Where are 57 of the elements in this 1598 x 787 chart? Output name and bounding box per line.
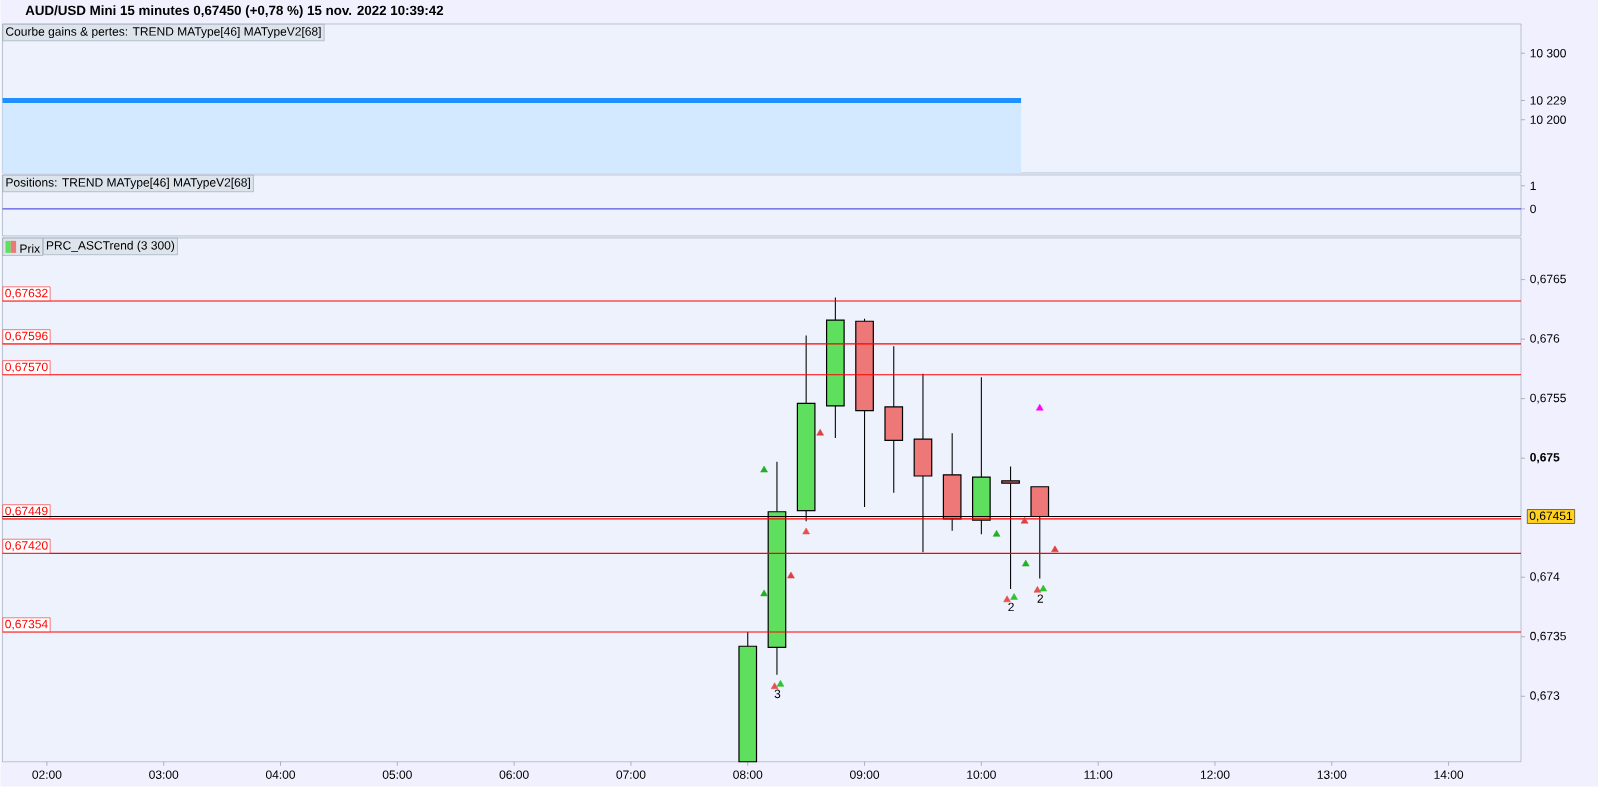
point (816, 429, 824, 436)
point (1051, 545, 1059, 553)
y-tick-label: 10 200 (1530, 115, 1566, 125)
ref-line-label: 0,67420 (5, 541, 48, 552)
ref-line-label: 0,67632 (5, 288, 48, 299)
ref-line-label: 0,67354 (5, 619, 48, 630)
y-tick-label: 1 (1530, 181, 1536, 191)
y-tick-label: 0,6755 (1530, 393, 1566, 404)
point (770, 682, 779, 690)
x-tick-label: 04:00 (265, 770, 296, 780)
point (1003, 595, 1011, 603)
chart-title: Positions: TREND MAType[46] MATypeV2[68] (6, 177, 250, 190)
x-tick-label: 14:00 (1434, 770, 1464, 780)
x-tick-label: 12:00 (1200, 770, 1230, 780)
y-tick-label: 0,673 (1530, 691, 1560, 702)
annotation: 3 (774, 689, 781, 699)
x-tick-label: 13:00 (1317, 770, 1347, 780)
annotation: 2 (1037, 594, 1043, 603)
annotation: 2 (1008, 602, 1014, 612)
ref-line-label: 0,67449 (5, 506, 48, 517)
point (760, 465, 768, 473)
y-tick-label: 10 229 (1530, 96, 1566, 105)
candlestick (884, 345, 904, 494)
point (992, 530, 1001, 537)
legend-label: Prix (20, 244, 40, 253)
point (1022, 559, 1030, 567)
y-tick-label: 0,674 (1530, 572, 1560, 583)
point (1036, 404, 1044, 411)
point (802, 527, 810, 535)
point (1010, 593, 1018, 600)
x-tick-label: 09:00 (850, 770, 880, 780)
x-tick-label: 07:00 (616, 770, 646, 780)
y-tick-label: 0 (1530, 204, 1536, 214)
point (787, 571, 795, 579)
y-tick-label: 10 300 (1530, 49, 1566, 58)
ref-line-label: 0,67596 (5, 331, 48, 342)
point (760, 589, 768, 597)
x-tick-label: 08:00 (733, 770, 763, 780)
y-tick-label: 0,675 (1530, 453, 1560, 464)
y-tick-label: 0,6735 (1530, 631, 1566, 642)
x-tick-label: 10:00 (967, 770, 996, 780)
point (776, 680, 785, 687)
point (1039, 584, 1048, 592)
x-tick-label: 03:00 (149, 770, 179, 780)
annotation: PRC_ASCTrend (3 300) (46, 240, 175, 253)
ref-line-label: 0,67451 (1529, 511, 1573, 522)
x-tick-label: 11:00 (1084, 770, 1113, 780)
chart-subtitle: Courbe gains & pertes: TREND MAType[46] MATypeV2[68] (6, 27, 321, 39)
x-tick-label: 06:00 (499, 770, 529, 780)
chart-title: AUD/USD Mini 15 minutes 0,67450 (+0,78 %) 15 nov. 2022 10:39:42 (25, 5, 444, 18)
point (1020, 517, 1029, 524)
x-tick-label: 05:00 (382, 770, 412, 780)
ref-line-label: 0,67570 (5, 362, 48, 373)
y-tick-label: 0,676 (1530, 334, 1560, 345)
y-tick-label: 0,6765 (1530, 274, 1566, 285)
x-tick-label: 02:00 (32, 770, 62, 780)
candlestick (825, 297, 845, 439)
